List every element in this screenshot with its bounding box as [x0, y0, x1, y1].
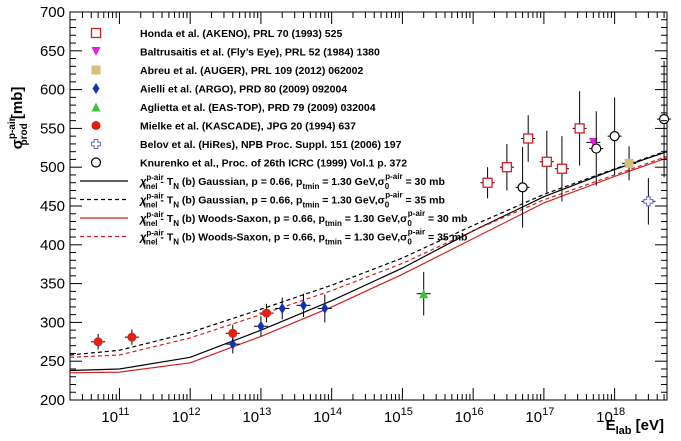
data-point [278, 302, 286, 314]
model-curve-4 [69, 155, 668, 358]
legend-label: Aielli et al. (ARGO), PRD 80 (2009) 0920… [140, 84, 347, 96]
legend-marker [91, 47, 101, 56]
series-3 [622, 146, 637, 181]
data-point [93, 337, 103, 347]
y-axis-title: σp-airprod [mb] [7, 87, 30, 150]
legend-marker [91, 102, 101, 112]
data-point [300, 299, 308, 311]
legend-label: Honda et al. (AKENO), PRL 70 (1993) 525 [140, 28, 342, 40]
legend-curve-entry-2: χp-air inel - TN (b) Gaussian, p = 0.66, … [80, 191, 445, 210]
data-point [609, 131, 620, 142]
data-point [517, 182, 528, 193]
series-2 [586, 137, 601, 147]
legend-label: Belov et al. (HiRes), NPB Proc. Suppl. 1… [140, 139, 402, 151]
data-point [591, 143, 602, 154]
legend-marker [92, 83, 100, 94]
x-tick-label: 1016 [455, 406, 484, 426]
data-point [127, 332, 137, 342]
data-point [541, 156, 552, 167]
y-tick-label: 350 [40, 276, 65, 293]
y-tick-label: 550 [40, 120, 65, 137]
legend: Honda et al. (AKENO), PRL 70 (1993) 525 B… [80, 27, 467, 247]
series-8 [515, 60, 672, 228]
series-4 [225, 293, 332, 354]
legend-entry-4: Aielli et al. (ARGO), PRD 80 (2009) 0920… [92, 83, 347, 96]
x-tick-label: 1017 [525, 406, 554, 426]
legend-entry-1: Honda et al. (AKENO), PRL 70 (1993) 525 [90, 27, 342, 40]
y-tick-label: 650 [40, 43, 65, 60]
data-point [257, 320, 265, 332]
y-tick-label: 400 [40, 237, 65, 254]
data-point [482, 177, 493, 188]
data-point [523, 133, 534, 144]
axes: 200 250 300 350 400 450 500 550 600 650 700 1011 101… [40, 4, 667, 426]
legend-curve-label: χp-air inel - TN (b) Woods-Saxon, p = 0.6… [139, 209, 467, 228]
series-7 [641, 178, 656, 225]
series-1 [480, 91, 587, 202]
legend-entry-6: Mielke et al. (KASCADE), JPG 20 (1994) 6… [91, 121, 356, 133]
data-point [229, 338, 237, 350]
x-tick-label: 1018 [596, 406, 625, 426]
data-point [574, 123, 585, 134]
model-curves [69, 150, 668, 374]
legend-marker [90, 157, 102, 168]
data-point [624, 158, 634, 168]
legend-label: Mielke et al. (KASCADE), JPG 20 (1994) 6… [140, 121, 356, 133]
data-point [228, 328, 238, 338]
series-5 [416, 271, 431, 316]
y-tick-label: 250 [40, 353, 65, 370]
data-point [321, 302, 329, 314]
legend-label: Baltrusaitis et al. (Fly’s Eye), PRL 52 … [140, 47, 380, 59]
x-tick-label: 1011 [101, 406, 129, 426]
data-point [658, 113, 670, 125]
legend-curve-entry-4: χp-air inel - TN (b) Woods-Saxon, p = 0.6… [80, 228, 467, 247]
legend-label: Knurenko et al., Proc. of 26th ICRC (199… [140, 158, 407, 170]
legend-curve-label: χp-air inel - TN (b) Gaussian, p = 0.66, … [139, 172, 445, 191]
data-point [556, 163, 568, 174]
x-tick-label: 1013 [242, 406, 271, 426]
model-curve-1 [69, 151, 668, 372]
x-axis-title: Elab [eV] [606, 417, 664, 437]
legend-curve-entry-3: χp-air inel - TN (b) Woods-Saxon, p = 0.6… [80, 209, 467, 228]
legend-marker [91, 121, 101, 130]
legend-entry-3: Abreu et al. (AUGER), PRL 109 (2012) 062… [91, 65, 363, 77]
legend-marker [90, 27, 102, 39]
data-points [91, 60, 672, 354]
series-6 [91, 303, 274, 350]
data-point [501, 162, 513, 173]
model-curve-2 [69, 150, 668, 356]
y-tick-label: 600 [40, 82, 65, 99]
legend-entry-5: Aglietta et al. (EAS-TOP), PRD 79 (2009)… [91, 102, 376, 114]
model-curve-3 [69, 157, 668, 374]
x-tick-label: 1015 [384, 406, 413, 426]
y-tick-label: 300 [40, 314, 65, 331]
data-point [643, 196, 654, 207]
legend-label: Aglietta et al. (EAS-TOP), PRD 79 (2009)… [140, 102, 376, 114]
legend-marker [90, 138, 102, 150]
legend-entry-8: Knurenko et al., Proc. of 26th ICRC (199… [90, 157, 407, 170]
legend-entry-7: Belov et al. (HiRes), NPB Proc. Suppl. 1… [90, 138, 402, 151]
legend-marker [91, 65, 101, 75]
axis-titles: Elab [eV] σp-airprod [mb] [7, 87, 664, 437]
legend-curve-label: χp-air inel - TN (b) Gaussian, p = 0.66, … [139, 191, 445, 210]
legend-label: Abreu et al. (AUGER), PRL 109 (2012) 062… [140, 65, 363, 77]
data-point [262, 308, 272, 318]
y-tick-label: 500 [40, 159, 65, 176]
y-tick-label: 200 [40, 392, 65, 409]
x-tick-label: 1012 [172, 406, 201, 426]
y-tick-label: 700 [40, 4, 65, 21]
data-point [419, 289, 429, 299]
legend-entry-2: Baltrusaitis et al. (Fly’s Eye), PRL 52 … [91, 47, 380, 59]
legend-curve-entry-1: χp-air inel - TN (b) Gaussian, p = 0.66, … [80, 172, 445, 191]
data-point [588, 137, 598, 147]
x-tick-label: 1014 [313, 406, 342, 426]
legend-curve-label: χp-air inel - TN (b) Woods-Saxon, p = 0.6… [139, 228, 467, 247]
y-tick-label: 450 [40, 198, 65, 215]
